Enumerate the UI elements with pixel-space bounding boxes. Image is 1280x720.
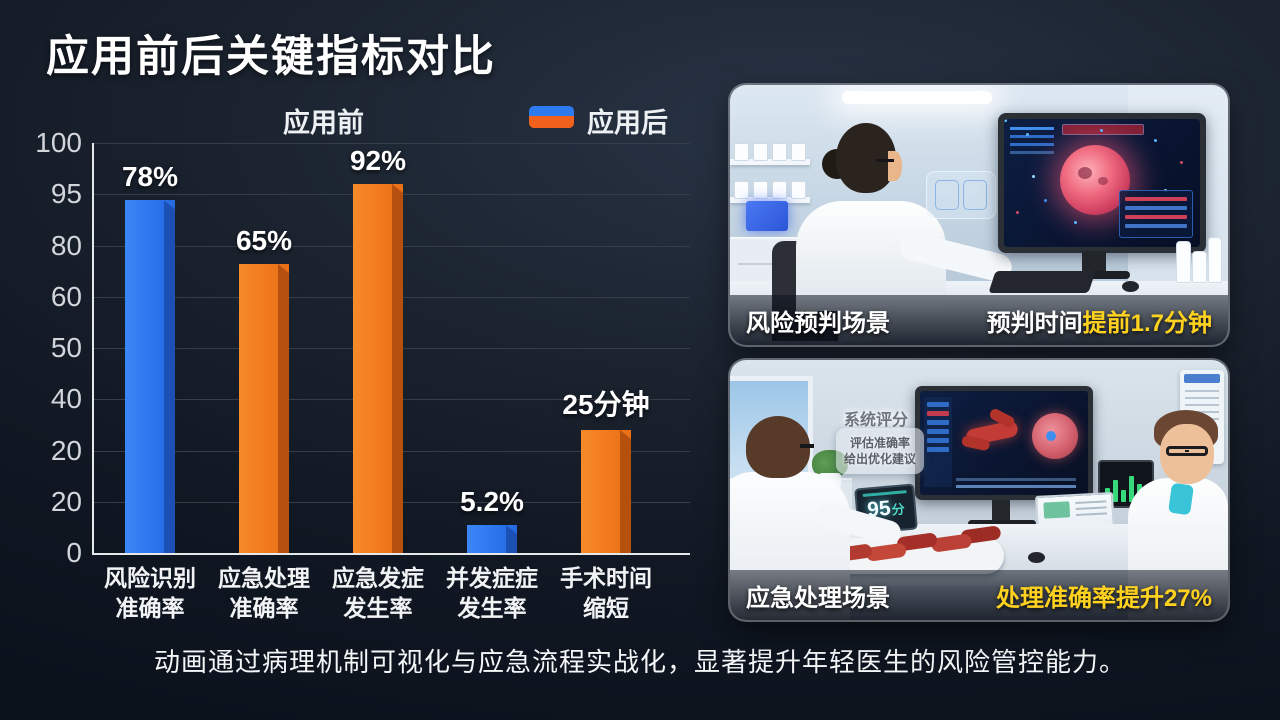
organ-visualization-branching [964,419,1020,447]
marker-dot [1046,431,1056,441]
metric-highlight: 处理准确率提升27% [995,584,1212,612]
shelf-bottles [734,181,806,199]
overlay-title: 系统评分 [844,412,909,429]
glasses-icon [800,444,814,448]
monitor-screen [920,391,1088,495]
panel-caption-bar: 应急处理场景 处理准确率提升27% [730,570,1228,620]
bar-orange: 25分钟 [562,389,650,553]
metric-prefix: 预判时间 [986,309,1083,337]
doctor-left-head [746,416,810,478]
panel-emergency-handling: 95 分 系统评分 评估准确率 给出优化建议 应急处理场景 处理准确率提升27% [730,360,1228,620]
gridline [94,143,690,144]
screen-text-rows [956,485,1076,488]
overlay-line: 评估准确率 [849,435,910,450]
mouse [1028,552,1045,563]
y-axis-tick-label: 95 [50,178,82,210]
y-axis-tick-label: 20 [50,434,82,466]
overlay-line: 给出优化建议 [843,451,916,466]
bar-value-label: 25分钟 [562,389,650,420]
bar-value-label: 92% [349,145,407,176]
desk-bottles [1176,235,1222,283]
y-axis-tick-label: 50 [50,332,82,363]
panel-caption-bar: 风险预判场景 预判时间提前1.7分钟 [730,295,1228,345]
hologram-panel [926,171,996,219]
panel-caption-label: 应急处理场景 [746,584,890,612]
shelf [730,159,810,165]
glasses-icon [1166,446,1208,456]
y-axis-tick-label: 0 [66,537,82,568]
y-axis-tick-label: 20 [50,485,82,517]
bar-value-label: 78% [121,161,179,193]
score-unit: 分 [891,500,906,517]
bar-value-label: 5.2% [460,486,524,518]
bar-orange: 65% [236,225,292,553]
category-label: 并发症症 发生率 [446,565,538,621]
bar-blue: 78% [122,161,178,553]
legend-item-before: 应用前 [283,108,364,138]
overlay-suggestion-box: 评估准确率 给出优化建议 [836,428,924,474]
y-axis-tick-label: 40 [50,383,82,415]
keyboard [988,271,1096,293]
legend-swatch-icon [529,106,574,128]
organ-visualization-round [1032,413,1078,459]
screen-header-bar [1062,124,1144,135]
mouse [1122,281,1139,292]
screen-hud-lines [1010,127,1054,130]
y-axis-tick-label: 60 [50,280,82,312]
monitor-screen [1004,119,1200,247]
screen-sidebar [924,397,952,487]
particle-dots [1004,119,1007,122]
panel-metric-text: 预判时间提前1.7分钟 [987,303,1212,338]
pathogen-cell-visualization [1060,145,1130,215]
bar-blue: 5.2% [460,486,524,553]
footer-caption: 动画通过病理机制可视化与应急流程实战化，显著提升年轻医生的风险管控能力。 [153,647,1126,677]
screen-data-table [1119,190,1193,238]
monitor-stand [992,500,1010,522]
bar-value-label: 65% [235,224,293,256]
panel-risk-prediction: 风险预判场景 预判时间提前1.7分钟 [730,85,1228,345]
shelf [730,197,810,203]
bar-orange: 92% [350,145,406,553]
y-axis-tick-label: 100 [35,127,82,158]
monitor-base [1060,271,1130,279]
monitor-base [968,520,1036,527]
category-label: 应急处理 准确率 [218,565,310,621]
page-title: 应用前后关键指标对比 [46,33,496,81]
monitor-stand [1082,251,1106,273]
category-label: 风险识别 准确率 [104,565,196,621]
panel-metric-text: 处理准确率提升27% [996,578,1212,613]
monitor [915,386,1093,500]
panel-caption-label: 风险预判场景 [746,309,890,337]
y-axis-tick-label: 80 [50,229,82,261]
specimen-tray [822,538,1004,574]
category-label: 手术时间 缩短 [560,565,652,621]
monitor [998,113,1206,253]
blue-screen-device [746,201,788,231]
ceiling-light [842,91,992,104]
legend-item-after: 应用后 [587,108,668,138]
glasses-icon [876,159,894,162]
category-label: 应急发症 发生率 [332,565,424,621]
doctor-right-collar [1168,482,1194,516]
doctor-head [836,123,896,193]
shelf-bottles [734,143,806,161]
doctor-face [888,151,902,181]
metric-highlight: 提前1.7分钟 [1082,309,1212,337]
bar-chart-plot-area: 100 95 80 60 50 40 20 20 0 78% 65% 92% 5.2% 25分钟风险识别准… [35,127,690,621]
